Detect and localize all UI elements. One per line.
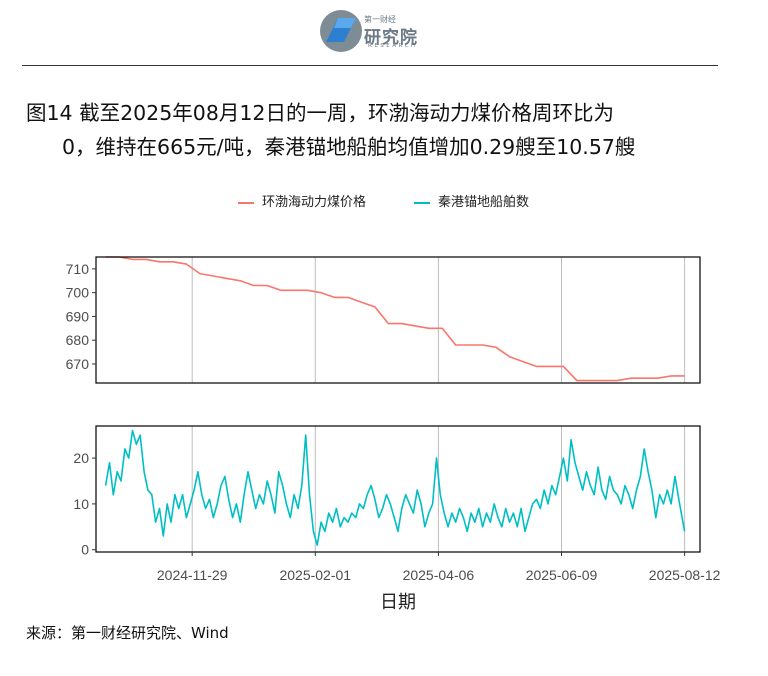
logo-sub-text: RESEARCH xyxy=(368,43,418,49)
legend-label-coal: 环渤海动力煤价格 xyxy=(262,195,367,210)
x-tick-label-4: 2025-08-12 xyxy=(649,567,721,583)
figure-title-line2: 0，维持在665元/吨，秦港锚地船舶均值增加0.29艘至10.57艘 xyxy=(62,135,636,159)
figure-title: 图14 截至2025年08月12日的一周，环渤海动力煤价格周环比为 0，维持在6… xyxy=(26,96,726,164)
legend-key-ships xyxy=(414,202,430,204)
figure-title-line1: 图14 截至2025年08月12日的一周，环渤海动力煤价格周环比为 xyxy=(26,101,614,125)
x-tick-label-2: 2025-04-06 xyxy=(403,567,475,583)
source-note: 来源：第一财经研究院、Wind xyxy=(26,624,229,642)
y-tick-label-coal-2: 690 xyxy=(66,308,90,324)
x-tick-label-3: 2025-06-09 xyxy=(526,567,598,583)
chart-legend: 环渤海动力煤价格 秦港锚地船舶数 xyxy=(0,193,768,213)
logo-top-text: 第一财经 xyxy=(364,15,396,24)
y-tick-label-ships-1: 10 xyxy=(73,496,89,512)
legend-key-coal xyxy=(238,202,254,204)
panel-background-coal xyxy=(96,257,700,383)
logo-emblem-icon xyxy=(320,10,362,52)
panel-background-ships xyxy=(96,426,700,552)
x-tick-label-0: 2024-11-29 xyxy=(157,567,228,583)
logo-main-text: 研究院 xyxy=(364,28,418,48)
y-tick-label-coal-0: 670 xyxy=(66,356,90,372)
x-tick-label-1: 2025-02-01 xyxy=(279,567,351,583)
series-line-coal xyxy=(105,256,685,382)
header-divider xyxy=(22,65,718,66)
y-tick-label-coal-4: 710 xyxy=(66,261,90,277)
panel-border-ships xyxy=(95,425,701,553)
logo: 第一财经 研究院 RESEARCH xyxy=(318,8,428,58)
legend-label-ships: 秦港锚地船舶数 xyxy=(438,195,530,210)
y-tick-label-ships-2: 20 xyxy=(73,450,89,466)
x-axis-title: 日期 xyxy=(380,592,416,613)
y-tick-label-ships-0: 0 xyxy=(81,542,89,558)
y-tick-label-coal-3: 700 xyxy=(66,285,90,301)
y-tick-label-coal-1: 680 xyxy=(66,332,90,348)
series-line-ships xyxy=(104,429,686,546)
panel-border-coal xyxy=(95,256,701,384)
